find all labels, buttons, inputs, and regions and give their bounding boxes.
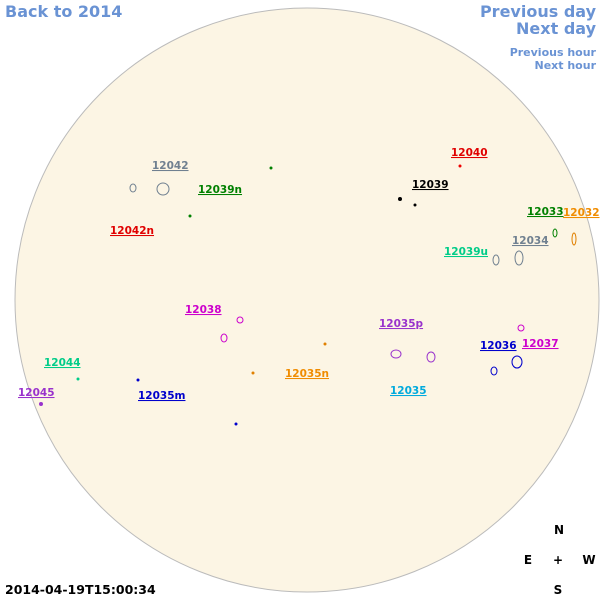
spot bbox=[236, 316, 244, 324]
spot bbox=[136, 378, 140, 382]
compass-north: N bbox=[554, 523, 564, 537]
back-link[interactable]: Back to 2014 bbox=[5, 2, 122, 21]
sunspots bbox=[39, 164, 577, 426]
compass-south: S bbox=[554, 583, 563, 597]
region-label[interactable]: 12034 bbox=[512, 235, 549, 247]
spot bbox=[571, 232, 577, 246]
spot bbox=[251, 371, 255, 375]
spot bbox=[552, 228, 558, 238]
compass-center: + bbox=[553, 553, 563, 567]
spot bbox=[188, 214, 192, 218]
region-label[interactable]: 12038 bbox=[185, 304, 222, 316]
region-label[interactable]: 12035 bbox=[390, 385, 427, 397]
compass-west: W bbox=[582, 553, 595, 567]
solar-disk bbox=[14, 7, 600, 593]
spot bbox=[492, 254, 500, 266]
region-label[interactable]: 12035m bbox=[138, 390, 186, 402]
spot bbox=[511, 355, 523, 369]
spot bbox=[323, 342, 327, 346]
region-label[interactable]: 12033 bbox=[527, 206, 564, 218]
spot bbox=[458, 164, 462, 168]
spot bbox=[156, 182, 170, 196]
spot bbox=[234, 422, 238, 426]
region-label[interactable]: 12036 bbox=[480, 340, 517, 352]
spot bbox=[398, 197, 402, 201]
region-label[interactable]: 12039n bbox=[198, 184, 242, 196]
timestamp: 2014-04-19T15:00:34 bbox=[5, 582, 156, 597]
region-label[interactable]: 12035n bbox=[285, 368, 329, 380]
spot bbox=[129, 183, 137, 193]
spot bbox=[490, 366, 498, 376]
previous-hour-link[interactable]: Previous hour bbox=[510, 46, 597, 59]
region-label[interactable]: 12042n bbox=[110, 225, 154, 237]
region-label[interactable]: 12035p bbox=[379, 318, 424, 330]
region-label[interactable]: 12040 bbox=[451, 147, 488, 159]
spot bbox=[517, 324, 525, 332]
region-label[interactable]: 12039 bbox=[412, 179, 449, 191]
compass-east: E bbox=[524, 553, 532, 567]
spot bbox=[76, 377, 80, 381]
region-label[interactable]: 12032 bbox=[563, 207, 600, 219]
region-label[interactable]: 12037 bbox=[522, 338, 559, 350]
spot bbox=[426, 351, 436, 363]
next-hour-link[interactable]: Next hour bbox=[535, 59, 597, 72]
spot bbox=[390, 349, 402, 359]
region-label[interactable]: 12039u bbox=[444, 246, 488, 258]
region-label[interactable]: 12045 bbox=[18, 387, 55, 399]
region-label[interactable]: 12042 bbox=[152, 160, 189, 172]
spot bbox=[39, 402, 43, 406]
spot bbox=[413, 203, 417, 207]
previous-day-link[interactable]: Previous day bbox=[480, 2, 597, 21]
next-day-link[interactable]: Next day bbox=[516, 19, 597, 38]
spot bbox=[514, 250, 524, 266]
spot bbox=[220, 333, 228, 343]
spot bbox=[269, 166, 273, 170]
region-label[interactable]: 12044 bbox=[44, 357, 81, 369]
